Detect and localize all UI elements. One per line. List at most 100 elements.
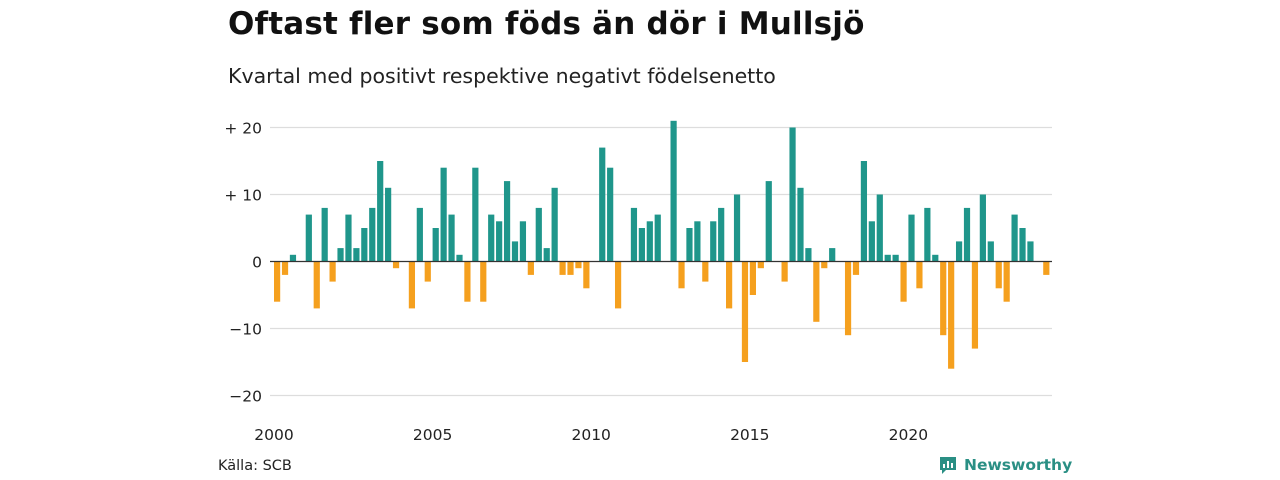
bar — [599, 147, 606, 262]
bar — [424, 261, 431, 282]
bars — [274, 120, 1050, 369]
bar — [963, 207, 971, 262]
bar — [955, 241, 963, 262]
bar — [535, 207, 542, 262]
bar — [456, 254, 463, 262]
bar — [844, 261, 852, 336]
bar — [805, 248, 812, 262]
bar — [305, 214, 312, 262]
bar — [979, 194, 986, 262]
bar — [932, 254, 939, 262]
bar — [416, 207, 423, 262]
bar — [733, 194, 741, 262]
bar — [789, 127, 796, 262]
bar — [274, 261, 281, 302]
bar — [345, 214, 352, 262]
bar — [654, 214, 661, 262]
bar — [821, 261, 828, 269]
bar — [559, 261, 566, 275]
bar — [678, 261, 685, 289]
bar — [377, 161, 384, 262]
bar — [884, 254, 891, 262]
brand-name: Newsworthy — [964, 456, 1073, 474]
bar — [353, 248, 360, 262]
bar — [432, 228, 439, 262]
bar — [741, 261, 749, 362]
bar — [971, 261, 979, 349]
bar — [480, 261, 487, 302]
bar — [385, 187, 392, 262]
bar — [496, 221, 503, 262]
x-tick-label: 2015 — [730, 426, 769, 444]
chart-title: Oftast fler som föds än dör i Mullsjö — [228, 6, 865, 42]
bar — [940, 261, 947, 336]
y-tick-label: −20 — [229, 388, 262, 406]
bar — [948, 261, 955, 369]
bar — [686, 228, 693, 262]
bar — [987, 241, 994, 262]
bar — [281, 261, 289, 275]
bar — [1011, 214, 1018, 262]
bar — [829, 248, 836, 262]
bar — [694, 221, 701, 262]
brand-logo[interactable]: Newsworthy — [938, 455, 1072, 475]
bar — [361, 228, 368, 262]
grid-lines — [270, 126, 1052, 397]
bar — [289, 254, 297, 262]
bar — [543, 248, 550, 262]
y-axis-ticks: + 20 + 10 0 −10 −20 — [224, 120, 262, 406]
x-tick-label: 2000 — [254, 426, 293, 444]
bar — [638, 228, 645, 262]
bar — [607, 167, 614, 262]
bar — [900, 261, 907, 302]
bar — [1027, 241, 1034, 262]
bar — [710, 221, 717, 262]
bar — [860, 161, 868, 262]
bar — [718, 207, 725, 262]
bar — [797, 187, 804, 262]
bar — [702, 261, 709, 282]
bar — [392, 261, 400, 269]
bar — [583, 261, 590, 289]
bar — [464, 261, 471, 302]
y-tick-label: + 20 — [224, 120, 262, 138]
bar — [511, 241, 519, 262]
bar — [1003, 261, 1010, 302]
x-tick-label: 2020 — [889, 426, 928, 444]
x-tick-label: 2010 — [571, 426, 610, 444]
bar — [321, 207, 328, 262]
bar — [749, 261, 756, 295]
bar — [781, 261, 788, 282]
bar — [575, 261, 582, 269]
bar — [440, 167, 447, 262]
bar — [670, 120, 677, 262]
x-tick-label: 2005 — [413, 426, 452, 444]
bar — [551, 187, 558, 262]
bar — [567, 261, 574, 275]
y-tick-label: −10 — [229, 321, 262, 339]
bar — [765, 181, 772, 262]
bar — [1019, 228, 1026, 262]
x-axis-ticks: 2000 2005 2010 2015 2020 — [254, 426, 928, 444]
bar — [614, 261, 622, 309]
bar — [448, 214, 455, 262]
bar — [503, 181, 511, 262]
bar — [527, 261, 534, 275]
bar — [876, 194, 883, 262]
bar — [408, 261, 416, 309]
bar — [369, 207, 376, 262]
newsworthy-logo-icon — [940, 457, 956, 474]
bar — [916, 261, 923, 289]
bar — [892, 254, 899, 262]
bar — [329, 261, 336, 282]
bar — [472, 167, 479, 262]
source-note: Källa: SCB — [218, 458, 292, 474]
bar — [646, 221, 653, 262]
bar — [313, 261, 320, 309]
bar — [630, 207, 638, 262]
bar — [908, 214, 915, 262]
bar — [519, 221, 527, 262]
chart-subtitle: Kvartal med positivt respektive negativt… — [228, 64, 776, 88]
bar — [813, 261, 820, 322]
